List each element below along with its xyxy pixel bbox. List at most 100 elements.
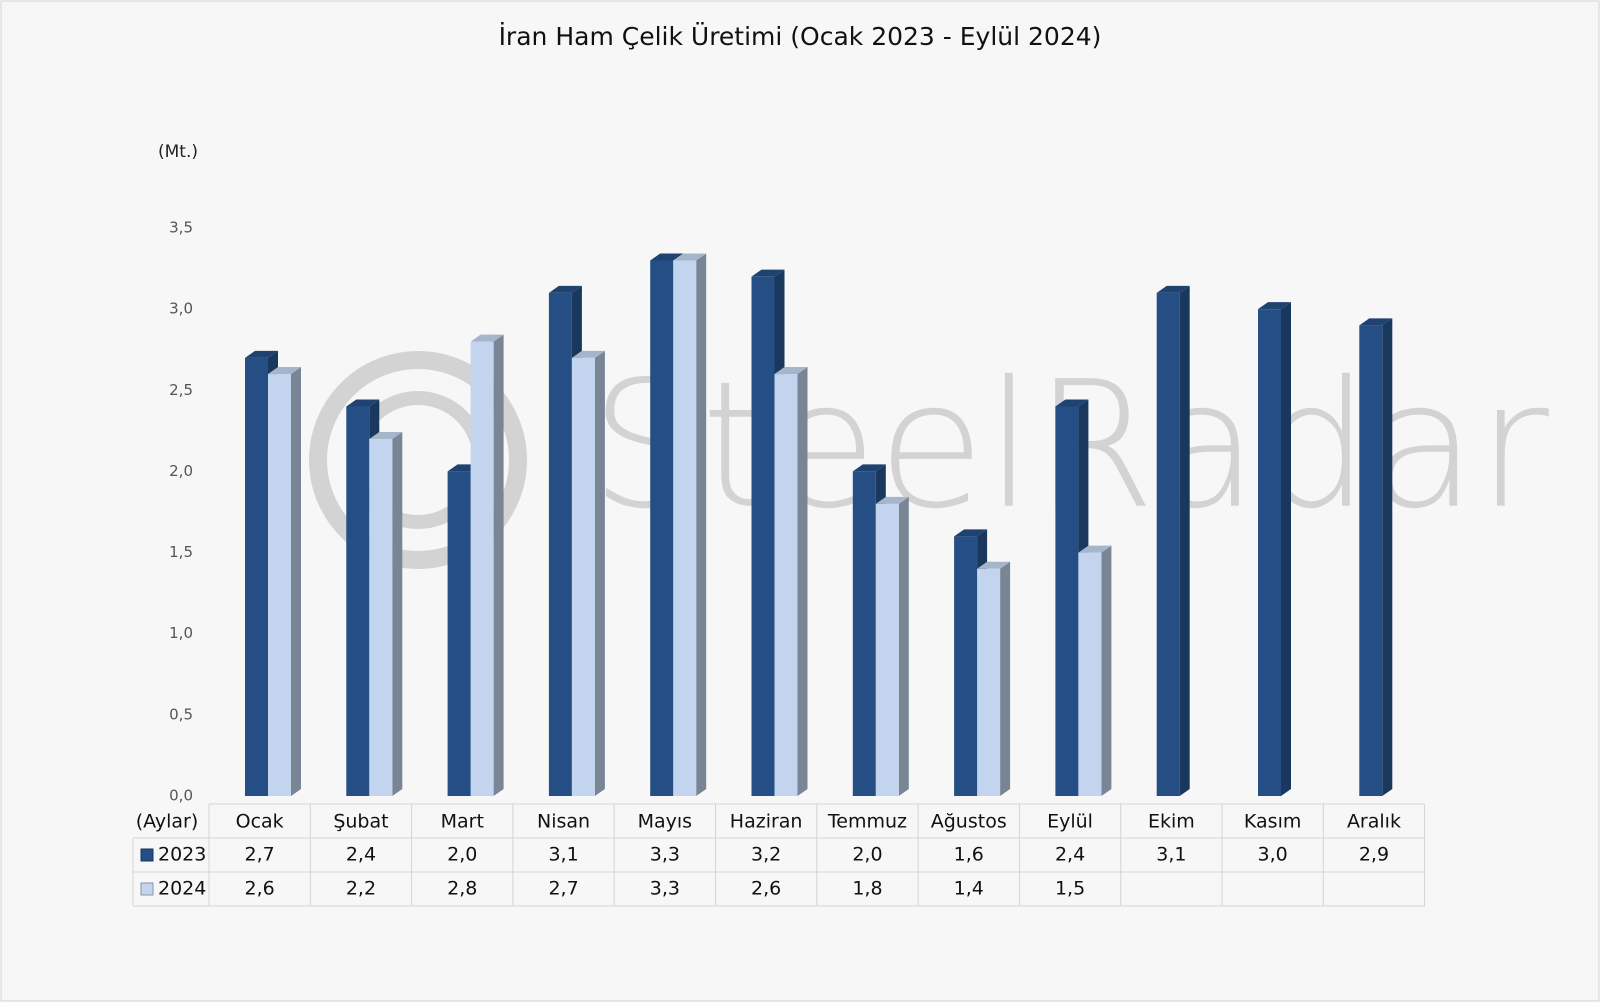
x-tick-label: Şubat — [333, 811, 388, 833]
legend-swatch — [140, 848, 154, 862]
data-label: 3,1 — [548, 844, 578, 866]
x-tick-label: Haziran — [730, 811, 803, 833]
data-label: 2,0 — [447, 844, 477, 866]
bar-top — [774, 367, 808, 375]
bar — [1078, 552, 1102, 796]
bar — [852, 471, 876, 796]
bar-top — [673, 253, 707, 261]
x-tick-label: Kasım — [1244, 811, 1301, 833]
x-tick-label: Ağustos — [931, 811, 1007, 833]
y-axis-label: (Mt.) — [158, 142, 198, 162]
bar-top — [650, 253, 684, 261]
bar-side — [797, 367, 808, 796]
data-label: 2,4 — [1055, 844, 1085, 866]
bar — [977, 568, 1001, 796]
bar-side — [594, 350, 605, 796]
x-axis-label: (Aylar) — [136, 811, 199, 833]
bar-top — [977, 561, 1011, 569]
bar — [875, 503, 899, 796]
x-tick-label: Mayıs — [638, 811, 692, 833]
y-tick-label: 1,0 — [169, 624, 193, 642]
bar-side — [1101, 545, 1112, 796]
legend-swatch — [140, 882, 154, 896]
bar-side — [291, 367, 301, 796]
bar-side — [898, 496, 909, 796]
bar-top — [1359, 318, 1393, 326]
bar-top — [1078, 545, 1112, 553]
bar-side — [392, 431, 403, 796]
bar-top — [1156, 285, 1190, 293]
x-tick-label: Ocak — [236, 811, 284, 833]
bar-side — [493, 334, 504, 796]
data-label: 1,8 — [852, 878, 882, 900]
x-tick-label: Aralık — [1347, 811, 1401, 833]
bar-side — [1382, 318, 1393, 796]
data-label: 2,0 — [852, 844, 882, 866]
bar — [268, 374, 291, 796]
bar — [751, 276, 775, 797]
bar-top — [1258, 302, 1291, 310]
bar-top — [346, 399, 380, 407]
bar-side — [1281, 302, 1291, 796]
bar-top — [1055, 399, 1089, 407]
bar-top — [751, 269, 785, 277]
x-tick-label: Eylül — [1047, 811, 1093, 833]
legend-label: 2023 — [158, 844, 206, 866]
bar-top — [369, 431, 403, 439]
bar-side — [696, 253, 707, 796]
data-label: 3,0 — [1258, 844, 1288, 866]
data-label: 1,6 — [954, 844, 984, 866]
x-tick-label: Ekim — [1148, 811, 1195, 833]
bar — [245, 357, 268, 796]
x-tick-label: Mart — [441, 811, 484, 833]
y-tick-label: 1,5 — [169, 543, 193, 561]
y-tick-label: 2,0 — [169, 462, 193, 480]
data-label: 1,4 — [954, 878, 984, 900]
bar — [673, 260, 697, 796]
data-label: 3,1 — [1156, 844, 1186, 866]
bar — [650, 260, 674, 796]
bar-top — [852, 464, 886, 472]
bar — [548, 292, 572, 796]
data-label: 2,8 — [447, 878, 477, 900]
bar — [1156, 292, 1180, 796]
data-label: 2,7 — [245, 844, 275, 866]
bar-top — [875, 496, 909, 504]
y-tick-label: 3,0 — [169, 300, 193, 318]
bar — [470, 341, 494, 796]
bar — [369, 438, 393, 796]
bar — [1055, 406, 1079, 796]
x-tick-label: Temmuz — [827, 811, 907, 833]
data-label: 1,5 — [1055, 878, 1085, 900]
bar — [571, 357, 595, 796]
bar — [774, 374, 798, 796]
bar — [1258, 309, 1281, 796]
bar-side — [1000, 561, 1011, 796]
data-label: 2,7 — [548, 878, 578, 900]
y-tick-label: 2,5 — [169, 381, 193, 399]
bar-top — [245, 350, 278, 358]
legend-label: 2024 — [158, 878, 206, 900]
data-label: 3,3 — [650, 878, 680, 900]
y-tick-label: 0,0 — [169, 787, 193, 805]
bar-top — [268, 367, 301, 375]
bar — [1359, 325, 1383, 796]
bar — [954, 536, 978, 796]
data-label: 3,2 — [751, 844, 781, 866]
data-label: 2,6 — [751, 878, 781, 900]
bar-top — [571, 350, 605, 358]
y-tick-label: 0,5 — [169, 705, 193, 723]
bar — [346, 406, 370, 796]
chart-title: İran Ham Çelik Üretimi (Ocak 2023 - Eylü… — [499, 22, 1102, 51]
data-label: 2,6 — [245, 878, 275, 900]
data-label: 3,3 — [650, 844, 680, 866]
bar-top — [954, 529, 988, 537]
bar-side — [1179, 285, 1190, 796]
bar — [447, 471, 471, 796]
y-tick-label: 3,5 — [169, 219, 193, 237]
x-tick-label: Nisan — [537, 811, 590, 833]
data-label: 2,9 — [1359, 844, 1389, 866]
data-label: 2,4 — [346, 844, 376, 866]
